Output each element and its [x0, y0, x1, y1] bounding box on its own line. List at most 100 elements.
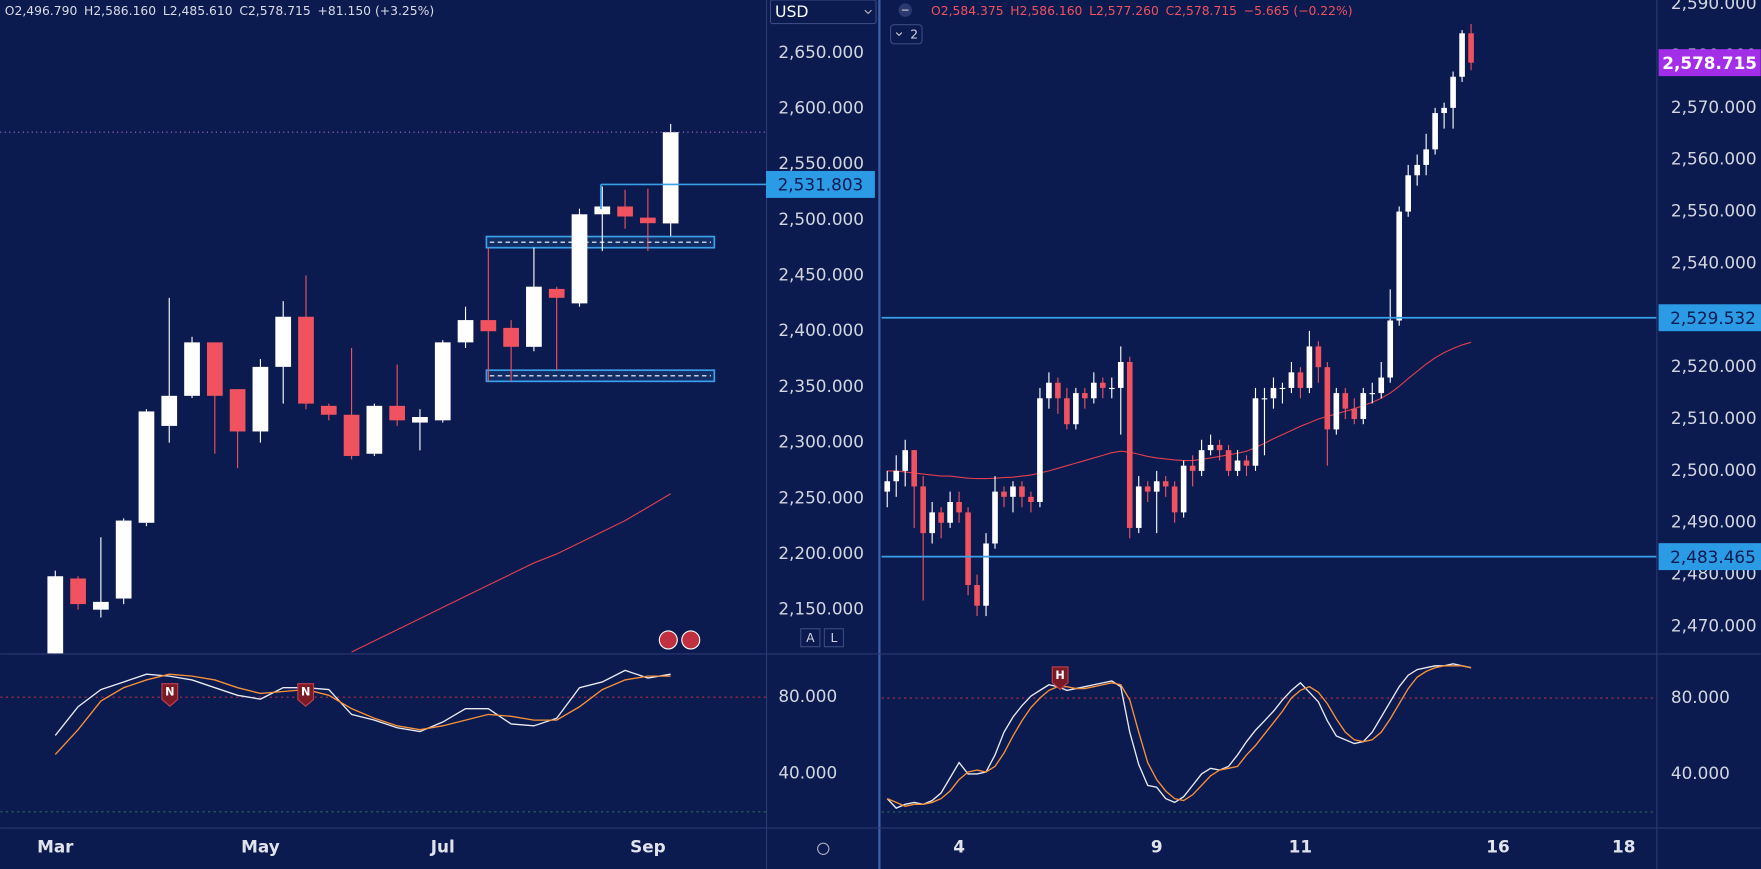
candle-body	[1234, 460, 1241, 471]
ohlc-item: C2,578.715	[1166, 4, 1237, 18]
candle-body	[965, 512, 971, 585]
indicator-count[interactable]: 2	[910, 27, 918, 41]
ohlc-item: +81.150 (+3.25%)	[318, 4, 435, 18]
y-tick-label: 2,400.000	[778, 320, 864, 340]
auto-button[interactable]: A	[806, 631, 815, 645]
candle-body	[1207, 444, 1214, 451]
candle-body	[115, 520, 132, 599]
ohlc-item: L2,485.610	[163, 4, 233, 18]
y-tick-label: 2,200.000	[778, 543, 864, 563]
ohlc-item: C2,578.715	[239, 4, 310, 18]
candle-body	[902, 450, 909, 471]
candle-body	[956, 502, 962, 513]
indicators-toggle[interactable]	[890, 24, 923, 45]
candle-body	[1135, 486, 1142, 528]
x-tick-label: 9	[1151, 837, 1163, 857]
candle-body	[298, 316, 314, 404]
y-tick-label: 2,650.000	[778, 42, 864, 62]
ohlc-item: H2,586.160	[84, 4, 156, 18]
candle-body	[1099, 382, 1106, 388]
oscillator-pane	[881, 663, 1657, 813]
candle-body	[1369, 393, 1376, 395]
event-flags[interactable]	[658, 630, 701, 650]
settings-icon[interactable]	[817, 842, 830, 855]
candle-body	[920, 486, 926, 534]
candle-body	[1270, 387, 1277, 399]
candle-body	[1432, 113, 1438, 150]
y-tick-label: 2,450.000	[778, 265, 864, 285]
moving-average	[351, 493, 671, 653]
osc-line	[54, 669, 671, 736]
last-price-label: 2,578.715	[1662, 53, 1757, 73]
y-tick-label: 2,250.000	[778, 487, 864, 507]
log-button[interactable]: L	[830, 631, 837, 645]
candle-body	[1126, 361, 1133, 528]
candle-body	[1198, 450, 1205, 471]
osc-line	[886, 665, 1472, 807]
candle-body	[662, 132, 679, 224]
x-tick-label: Jul	[430, 837, 455, 857]
x-tick-label: 18	[1612, 837, 1635, 857]
ohlc-item: O2,496.790	[5, 4, 78, 18]
candle-body	[503, 327, 519, 347]
candle-body	[1019, 486, 1025, 497]
candle-body	[389, 405, 406, 421]
currency-box[interactable]	[769, 0, 877, 25]
candle-body	[1441, 107, 1447, 114]
candle-body	[1028, 496, 1034, 503]
candle-body	[1216, 444, 1223, 451]
candle-body	[526, 286, 542, 347]
ohlc-item: H2,586.160	[1010, 4, 1082, 18]
candle-body	[229, 389, 246, 432]
candle-body	[1306, 346, 1313, 388]
candle-body	[161, 395, 178, 426]
event-flag[interactable]	[681, 630, 701, 650]
x-tick-label: 11	[1289, 837, 1312, 857]
candle-body	[47, 576, 64, 654]
candle-body	[1315, 346, 1322, 368]
toggle-caret	[895, 32, 903, 37]
level-label: 2,531.803	[778, 175, 864, 195]
candle-body	[1180, 465, 1187, 513]
pane-controls[interactable]: 2	[890, 3, 923, 45]
ohlc-legend: O2,584.375 H2,586.160 L2,577.260 C2,578.715…	[931, 4, 1353, 18]
candle-body	[1288, 372, 1295, 388]
caret	[864, 9, 872, 15]
level-label-box	[1658, 543, 1761, 571]
candle-body	[1055, 382, 1061, 399]
candle-body	[93, 601, 109, 610]
candle-body	[252, 366, 269, 432]
event-flag[interactable]	[658, 630, 678, 650]
y-tick-label: 2,570.000	[1671, 97, 1757, 117]
currency[interactable]: USD	[775, 2, 809, 21]
button-box[interactable]	[823, 628, 845, 648]
candle-body	[1153, 481, 1160, 492]
level-label: 2,529.532	[1670, 308, 1756, 328]
candle-body	[1189, 465, 1196, 471]
last-price-box	[1658, 49, 1761, 77]
candle-body	[1387, 320, 1394, 378]
button-box[interactable]	[800, 628, 821, 648]
candle-body	[206, 342, 223, 396]
y-tick-label: 2,500.000	[1671, 460, 1757, 480]
y-tick-label: 2,560.000	[1671, 149, 1757, 169]
price-pane	[47, 123, 716, 654]
level-label-box	[1658, 304, 1761, 332]
candle-body	[1450, 76, 1456, 108]
y-tick-label: 2,300.000	[778, 432, 864, 452]
currency-select[interactable]: USD	[769, 0, 877, 25]
ohlc-item: −5.665 (−0.22%)	[1244, 4, 1353, 18]
event-marker-label: H	[1055, 669, 1064, 682]
candle-body	[548, 288, 565, 298]
y-tick-label: 2,520.000	[1671, 356, 1757, 376]
candle-body	[1360, 393, 1367, 420]
candle-body	[1046, 382, 1052, 399]
candle-body	[1378, 377, 1385, 394]
scale-buttons[interactable]: A L	[800, 628, 845, 648]
candle-body	[1423, 149, 1429, 165]
price-pane	[884, 24, 1474, 617]
candle-body	[1117, 361, 1124, 388]
candle-body	[1297, 372, 1304, 388]
x-tick-label: Mar	[37, 837, 74, 857]
